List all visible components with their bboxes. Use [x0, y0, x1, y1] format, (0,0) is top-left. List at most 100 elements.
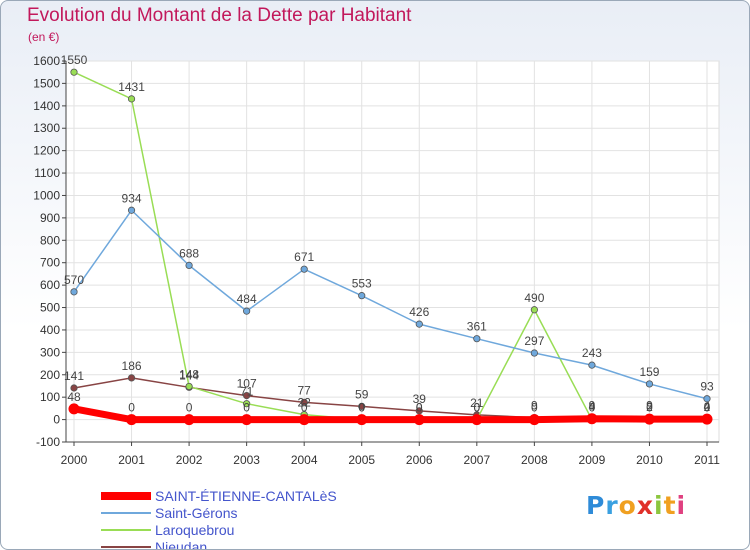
data-label: 0 — [128, 401, 135, 415]
data-point — [127, 374, 136, 382]
y-tick-label: 1100 — [34, 166, 60, 180]
data-label: 144 — [179, 368, 199, 382]
data-point — [243, 392, 251, 400]
data-label: 426 — [409, 305, 429, 319]
data-point — [358, 292, 366, 300]
data-label: 243 — [582, 346, 602, 360]
data-point — [243, 307, 251, 315]
data-point — [127, 206, 136, 214]
data-label: 934 — [122, 191, 142, 205]
legend-swatch — [101, 545, 151, 549]
y-tick-label: 1300 — [33, 121, 60, 135]
chart-title: Evolution du Montant de la Dette par Hab… — [27, 5, 412, 26]
x-tick-label: 2001 — [118, 453, 145, 467]
data-point — [126, 414, 138, 426]
data-label: 0 — [416, 401, 423, 415]
legend-label: Laroquebrou — [155, 522, 235, 538]
data-label: 0 — [473, 401, 480, 415]
data-label: 9 — [589, 399, 596, 413]
data-label: 22 — [298, 396, 312, 410]
data-label: 0 — [358, 401, 365, 415]
data-point — [185, 382, 193, 391]
data-label: 9 — [646, 399, 653, 413]
data-point — [358, 402, 366, 410]
y-tick-label: 1200 — [33, 144, 60, 158]
data-label: 0 — [358, 401, 365, 415]
data-label: 0 — [646, 401, 653, 415]
data-label: 1431 — [118, 80, 145, 94]
legend-label: SAINT-ÉTIENNE-CANTALèS — [155, 488, 337, 504]
x-tick-label: 2002 — [176, 453, 203, 467]
data-point — [185, 261, 193, 269]
data-label: 186 — [122, 359, 142, 373]
data-label: 688 — [179, 246, 199, 260]
data-label: 9 — [531, 399, 538, 413]
y-tick-label: 1000 — [33, 188, 60, 202]
y-tick-label: 700 — [40, 256, 60, 270]
x-tick-label: 2006 — [406, 453, 433, 467]
data-point — [586, 413, 598, 425]
data-point — [528, 414, 540, 426]
series-line — [73, 209, 708, 400]
data-point — [243, 400, 251, 408]
proxiti-logo: Proxiti — [586, 491, 687, 520]
data-point — [70, 68, 78, 76]
data-point — [183, 414, 195, 426]
y-tick-label: 1600 — [33, 54, 60, 68]
series-line — [70, 405, 711, 424]
data-label: 59 — [355, 387, 369, 401]
data-label: 361 — [467, 320, 487, 334]
x-tick-label: 2008 — [521, 453, 548, 467]
data-point — [300, 398, 308, 406]
data-label: 2 — [646, 400, 653, 414]
y-tick-label: 900 — [40, 211, 60, 225]
data-label: 0 — [704, 401, 711, 415]
data-label: 0 — [473, 401, 480, 415]
data-label: 159 — [639, 365, 659, 379]
data-label: 1550 — [61, 53, 88, 67]
chart-unit: (en €) — [28, 30, 60, 44]
y-tick-label: 800 — [40, 233, 60, 247]
data-point — [703, 395, 711, 403]
data-label: 484 — [237, 292, 257, 306]
data-label: 2 — [704, 400, 711, 414]
data-point — [645, 380, 654, 388]
x-tick-label: 2011 — [694, 453, 720, 467]
data-point — [241, 414, 253, 426]
data-point — [473, 335, 481, 343]
data-label: 0 — [416, 401, 423, 415]
legend-swatch — [101, 528, 151, 532]
data-label: 0 — [243, 401, 250, 415]
y-tick-label: 1400 — [33, 99, 60, 113]
x-tick-label: 2009 — [579, 453, 606, 467]
data-label: 0 — [531, 401, 538, 415]
y-tick-label: -100 — [36, 435, 60, 449]
data-label: 107 — [237, 377, 257, 391]
y-tick-label: 600 — [40, 278, 60, 292]
data-point — [471, 414, 483, 426]
data-point — [588, 361, 596, 369]
y-tick-label: 200 — [40, 368, 60, 382]
data-label: 48 — [67, 390, 81, 404]
data-label: 570 — [64, 273, 84, 287]
data-point — [70, 288, 78, 296]
x-tick-label: 2003 — [233, 453, 260, 467]
data-point — [298, 414, 310, 426]
data-label: 0 — [186, 401, 193, 415]
data-label: 553 — [352, 277, 372, 291]
data-label: 4 — [704, 400, 711, 414]
y-tick-label: 400 — [40, 323, 60, 337]
x-tick-label: 2005 — [348, 453, 375, 467]
data-point — [415, 407, 423, 415]
legend-label: Nieudan — [155, 539, 208, 550]
data-label: 0 — [301, 401, 308, 415]
data-point — [530, 349, 538, 357]
y-tick-label: 0 — [53, 413, 60, 427]
data-label: 148 — [179, 367, 199, 381]
data-label: 490 — [524, 291, 544, 305]
data-point — [415, 320, 423, 328]
data-point — [413, 414, 425, 426]
data-label: 93 — [700, 380, 714, 394]
data-label: 141 — [64, 369, 84, 383]
